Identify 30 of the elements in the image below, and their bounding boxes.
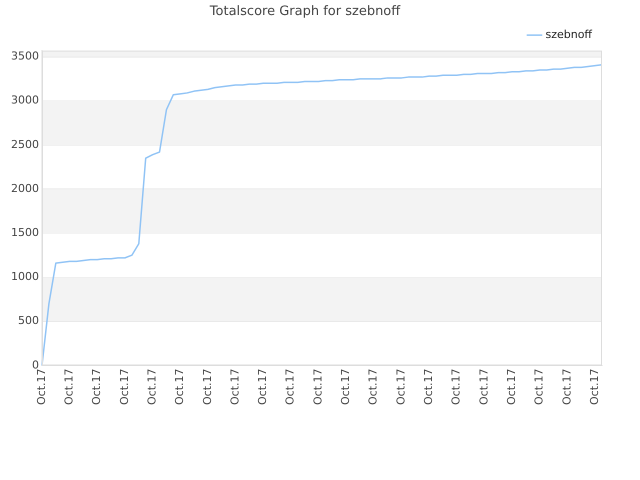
x-tick-label: Oct.17 [504,368,518,406]
x-tick-label: Oct.17 [588,368,601,406]
x-tick-label: Oct.17 [311,368,324,406]
legend-label: szebnoff [545,28,592,41]
x-tick-label: Oct.17 [477,368,490,406]
x-tick-label: Oct.17 [422,368,436,406]
x-tick-label: Oct.17 [145,368,158,406]
chart-title: Totalscore Graph for szebnoff [208,4,402,20]
x-tick-label: Oct.17 [560,368,574,406]
x-tick-label: Oct.17 [450,368,463,406]
x-tick-label: Oct.17 [62,368,76,406]
x-tick-label: Oct.17 [228,368,242,406]
x-tick-label: Oct.17 [34,368,48,406]
x-tick-label: Oct.17 [256,368,270,406]
x-tick-label: Oct.17 [339,368,352,406]
x-tick-label: Oct.17 [532,368,546,406]
x-tick-label: Oct.17 [173,368,186,406]
x-tick-label: Oct.17 [394,368,408,406]
y-tick-label: 3500 [10,50,39,63]
x-tick-label: Oct.17 [200,368,214,406]
y-tick-label: 1500 [10,226,39,240]
x-tick-label: Oct.17 [90,368,104,406]
y-tick-label: 1000 [10,270,39,284]
x-tick-label: Oct.17 [284,368,297,406]
y-tick-label: 500 [18,314,39,328]
y-tick-label: 2000 [10,182,39,195]
x-tick-label: Oct.17 [118,368,131,406]
x-tick-label: Oct.17 [366,368,380,406]
y-tick-label: 3000 [10,94,39,107]
y-tick-label: 2500 [10,138,39,151]
